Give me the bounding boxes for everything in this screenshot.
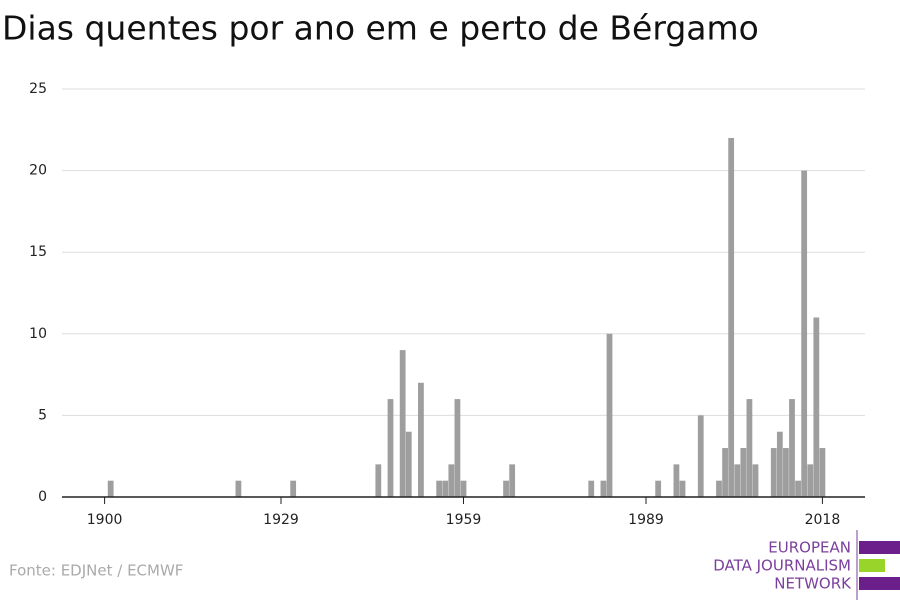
bar <box>454 399 461 497</box>
bar <box>606 333 613 497</box>
bar <box>655 480 662 497</box>
x-tick-label: 1900 <box>87 512 123 528</box>
logo-bar <box>859 577 900 590</box>
bar <box>673 464 680 497</box>
bar <box>722 448 728 497</box>
y-tick-label: 10 <box>29 326 47 342</box>
bar <box>405 431 412 497</box>
bar <box>290 480 297 497</box>
bar <box>509 464 516 497</box>
bar <box>503 480 509 497</box>
x-tick-label: 1929 <box>263 512 299 528</box>
bar <box>460 480 467 497</box>
y-tick-label: 25 <box>29 81 47 97</box>
bar <box>235 480 242 497</box>
bar <box>740 448 747 497</box>
bar <box>697 415 704 497</box>
bar <box>728 137 735 497</box>
y-tick-label: 5 <box>38 407 47 423</box>
bar <box>418 382 424 497</box>
bar <box>783 448 789 497</box>
x-tick-label: 1959 <box>446 512 482 528</box>
bar <box>716 480 722 497</box>
bar <box>776 431 783 497</box>
bar <box>387 399 394 497</box>
bar <box>789 399 795 497</box>
x-tick-label: 1989 <box>628 512 664 528</box>
source: Fonte: EDJNet / ECMWF <box>9 562 183 580</box>
logo-text: DATA JOURNALISM <box>713 557 851 575</box>
bar <box>442 480 449 497</box>
bar <box>813 317 820 497</box>
logo-bar <box>859 559 885 572</box>
bar <box>801 170 808 497</box>
logo-text: NETWORK <box>774 575 852 593</box>
bar <box>588 480 595 497</box>
bar <box>752 464 759 497</box>
bar <box>770 448 777 497</box>
chart-title: Dias quentes por ano em e perto de Bérga… <box>2 9 759 48</box>
bar <box>375 464 382 497</box>
bar <box>734 464 741 497</box>
bar <box>436 480 443 497</box>
logo-text: EUROPEAN <box>768 539 851 557</box>
logo-bar <box>859 541 900 554</box>
bar <box>448 464 455 497</box>
y-tick-label: 20 <box>29 163 47 179</box>
bar <box>819 448 826 497</box>
y-tick-label: 15 <box>29 244 47 260</box>
bar <box>679 480 686 497</box>
bar <box>107 480 114 497</box>
bar <box>600 480 607 497</box>
bar <box>795 480 801 497</box>
y-tick-label: 0 <box>38 489 47 505</box>
bar <box>807 464 814 497</box>
x-tick-label: 2018 <box>805 512 841 528</box>
bar <box>399 350 406 497</box>
bar <box>746 399 753 497</box>
